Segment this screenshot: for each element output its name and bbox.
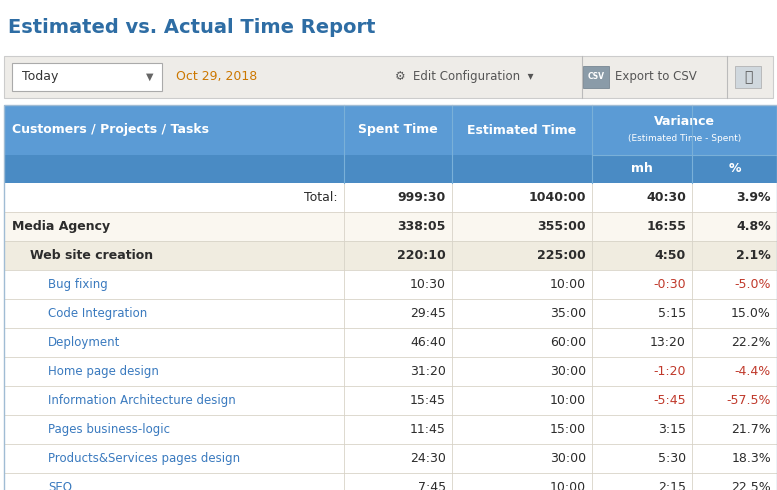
Text: 18.3%: 18.3% <box>731 452 771 465</box>
Bar <box>4 56 773 98</box>
Bar <box>4 444 777 473</box>
Bar <box>4 386 777 415</box>
Bar <box>4 155 777 183</box>
Text: 46:40: 46:40 <box>410 336 446 349</box>
Text: -5:45: -5:45 <box>653 394 686 407</box>
Text: 15:00: 15:00 <box>550 423 586 436</box>
Text: 5:15: 5:15 <box>658 307 686 320</box>
Text: Today: Today <box>22 71 58 83</box>
Text: 13:20: 13:20 <box>650 336 686 349</box>
Text: 2:15: 2:15 <box>658 481 686 490</box>
Text: (Estimated Time - Spent): (Estimated Time - Spent) <box>628 134 741 143</box>
Text: 40:30: 40:30 <box>646 191 686 204</box>
Text: Web site creation: Web site creation <box>30 249 153 262</box>
Text: -1:20: -1:20 <box>653 365 686 378</box>
Text: 1040:00: 1040:00 <box>528 191 586 204</box>
Text: Products&Services pages design: Products&Services pages design <box>48 452 240 465</box>
Bar <box>735 66 761 88</box>
Bar <box>4 270 777 299</box>
Bar <box>4 357 777 386</box>
Text: Customers / Projects / Tasks: Customers / Projects / Tasks <box>12 123 209 137</box>
Text: Pages business-logic: Pages business-logic <box>48 423 170 436</box>
Text: 4:50: 4:50 <box>655 249 686 262</box>
Text: ▼: ▼ <box>146 72 154 82</box>
Bar <box>4 183 777 212</box>
Bar <box>4 299 777 328</box>
Bar <box>4 241 777 270</box>
Text: ⚙  Edit Configuration  ▾: ⚙ Edit Configuration ▾ <box>395 71 534 83</box>
Text: Spent Time: Spent Time <box>358 123 438 137</box>
Text: -57.5%: -57.5% <box>726 394 771 407</box>
Text: -0:30: -0:30 <box>653 278 686 291</box>
Text: ⎙: ⎙ <box>744 70 752 84</box>
Bar <box>583 66 609 88</box>
Text: 3.9%: 3.9% <box>737 191 771 204</box>
Text: Export to CSV: Export to CSV <box>615 71 697 83</box>
Text: 355:00: 355:00 <box>538 220 586 233</box>
Bar <box>12 63 162 91</box>
Text: Bug fixing: Bug fixing <box>48 278 108 291</box>
Text: CSV: CSV <box>587 73 605 81</box>
Text: Media Agency: Media Agency <box>12 220 110 233</box>
Text: 24:30: 24:30 <box>410 452 446 465</box>
Text: Estimated vs. Actual Time Report: Estimated vs. Actual Time Report <box>8 19 375 38</box>
Text: 999:30: 999:30 <box>398 191 446 204</box>
Text: 5:30: 5:30 <box>658 452 686 465</box>
Text: SEO: SEO <box>48 481 72 490</box>
Text: 220:10: 220:10 <box>397 249 446 262</box>
Text: 338:05: 338:05 <box>398 220 446 233</box>
Text: 4.8%: 4.8% <box>737 220 771 233</box>
Text: 30:00: 30:00 <box>550 452 586 465</box>
Text: 35:00: 35:00 <box>550 307 586 320</box>
Text: -4.4%: -4.4% <box>735 365 771 378</box>
Text: 21.7%: 21.7% <box>731 423 771 436</box>
Text: %: % <box>728 163 740 175</box>
Text: Oct 29, 2018: Oct 29, 2018 <box>176 71 257 83</box>
Text: 225:00: 225:00 <box>537 249 586 262</box>
Text: mh: mh <box>631 163 653 175</box>
Text: Estimated Time: Estimated Time <box>468 123 577 137</box>
Text: Variance: Variance <box>654 115 715 128</box>
Text: -5.0%: -5.0% <box>734 278 771 291</box>
Text: 10:30: 10:30 <box>410 278 446 291</box>
Text: 10:00: 10:00 <box>550 278 586 291</box>
Text: 22.5%: 22.5% <box>731 481 771 490</box>
Text: 10:00: 10:00 <box>550 394 586 407</box>
Text: 3:15: 3:15 <box>658 423 686 436</box>
Text: 60:00: 60:00 <box>550 336 586 349</box>
Text: 2.1%: 2.1% <box>737 249 771 262</box>
Text: Home page design: Home page design <box>48 365 159 378</box>
Text: 15:45: 15:45 <box>410 394 446 407</box>
Text: 11:45: 11:45 <box>410 423 446 436</box>
Text: Total:: Total: <box>305 191 338 204</box>
Text: Information Architecture design: Information Architecture design <box>48 394 235 407</box>
Text: 31:20: 31:20 <box>410 365 446 378</box>
Text: 10:00: 10:00 <box>550 481 586 490</box>
Bar <box>4 415 777 444</box>
Text: 15.0%: 15.0% <box>731 307 771 320</box>
Bar <box>4 473 777 490</box>
Bar <box>4 212 777 241</box>
Text: Code Integration: Code Integration <box>48 307 148 320</box>
Text: Deployment: Deployment <box>48 336 120 349</box>
Bar <box>4 105 777 155</box>
Bar <box>4 328 777 357</box>
Text: 7:45: 7:45 <box>418 481 446 490</box>
Text: 22.2%: 22.2% <box>731 336 771 349</box>
Text: 30:00: 30:00 <box>550 365 586 378</box>
Text: 29:45: 29:45 <box>410 307 446 320</box>
Text: 16:55: 16:55 <box>646 220 686 233</box>
